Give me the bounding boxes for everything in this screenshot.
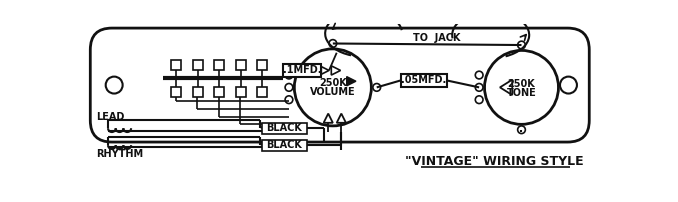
Circle shape bbox=[517, 126, 525, 134]
Circle shape bbox=[560, 77, 577, 94]
Bar bbox=[401, 74, 447, 87]
Bar bbox=[283, 64, 321, 77]
Text: TONE: TONE bbox=[506, 88, 536, 98]
Polygon shape bbox=[346, 77, 356, 86]
Bar bbox=[236, 60, 246, 70]
Text: .1MFD.: .1MFD. bbox=[283, 65, 321, 75]
Text: TO  JACK: TO JACK bbox=[413, 33, 460, 43]
Text: BLACK: BLACK bbox=[266, 140, 302, 150]
Circle shape bbox=[517, 41, 525, 49]
Circle shape bbox=[285, 71, 293, 79]
Text: VOLUME: VOLUME bbox=[310, 87, 356, 97]
Bar bbox=[214, 87, 224, 97]
Bar bbox=[193, 60, 203, 70]
Text: .05MFD.: .05MFD. bbox=[401, 76, 446, 85]
Circle shape bbox=[475, 84, 483, 91]
Bar bbox=[262, 123, 306, 134]
Circle shape bbox=[285, 96, 293, 104]
Text: "VINTAGE" WIRING STYLE: "VINTAGE" WIRING STYLE bbox=[405, 155, 584, 168]
Circle shape bbox=[373, 84, 380, 91]
Circle shape bbox=[106, 77, 123, 94]
Bar bbox=[236, 87, 246, 97]
Bar bbox=[258, 60, 267, 70]
Bar bbox=[258, 87, 267, 97]
Bar bbox=[262, 140, 306, 150]
Circle shape bbox=[475, 71, 483, 79]
Circle shape bbox=[475, 96, 483, 104]
Text: LEAD: LEAD bbox=[96, 112, 125, 122]
Text: BLACK: BLACK bbox=[266, 123, 302, 133]
FancyBboxPatch shape bbox=[90, 28, 589, 142]
Text: 250K: 250K bbox=[508, 79, 536, 88]
Circle shape bbox=[285, 84, 293, 91]
Bar bbox=[171, 87, 181, 97]
Bar bbox=[193, 87, 203, 97]
Text: RHYTHM: RHYTHM bbox=[96, 149, 144, 159]
Text: 250K: 250K bbox=[319, 78, 346, 88]
Circle shape bbox=[329, 40, 337, 47]
Circle shape bbox=[294, 49, 372, 126]
Bar bbox=[171, 60, 181, 70]
Bar bbox=[214, 60, 224, 70]
Circle shape bbox=[485, 50, 559, 124]
